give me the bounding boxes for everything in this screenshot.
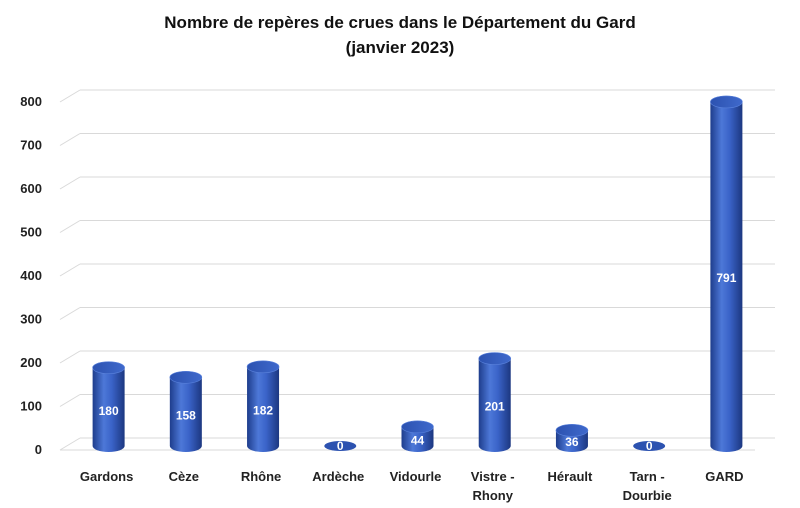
bar xyxy=(246,360,280,452)
bar-top xyxy=(710,95,743,109)
x-tick-label: Gardons xyxy=(80,469,133,484)
data-label: 0 xyxy=(646,439,653,453)
chart-title-line-1: Nombre de repères de crues dans le Dépar… xyxy=(164,13,636,32)
y-tick-label: 100 xyxy=(20,399,42,414)
gridline-depth xyxy=(59,89,81,103)
data-label: 158 xyxy=(176,409,196,423)
x-tick-label: Vidourle xyxy=(390,469,442,484)
bar-top xyxy=(169,370,203,384)
bar xyxy=(710,95,743,452)
bar xyxy=(324,441,357,451)
x-tick-label: Ardèche xyxy=(312,469,364,484)
x-tick-label: Cèze xyxy=(169,469,199,484)
bar-body xyxy=(401,426,434,452)
data-label: 791 xyxy=(716,271,736,285)
data-label: 44 xyxy=(411,433,425,447)
gridline-depth xyxy=(59,350,81,364)
bar-top xyxy=(324,441,357,451)
gridline-depth xyxy=(59,394,81,407)
bar xyxy=(555,424,589,452)
y-tick-label: 0 xyxy=(35,442,42,457)
x-axis: Gardons Cèze Rhône Ardèche Vidourle Vistre -R… xyxy=(80,469,744,503)
gridline-depth xyxy=(59,307,81,320)
bar-top xyxy=(401,420,434,434)
y-tick-label: 500 xyxy=(20,225,42,240)
gridline-depth xyxy=(59,176,81,190)
bar-body xyxy=(169,377,202,452)
data-label: 201 xyxy=(485,399,505,413)
bar-top xyxy=(246,360,280,374)
data-label: 36 xyxy=(565,435,579,449)
gridlines xyxy=(59,89,775,451)
x-tick-label: Hérault xyxy=(548,469,593,484)
gridline-depth xyxy=(59,220,81,233)
data-label: 180 xyxy=(99,404,119,418)
y-axis: 0 100 200 300 400 500 600 700 800 xyxy=(20,94,42,457)
x-tick-label: Tarn -Dourbie xyxy=(623,469,672,503)
x-tick-label: Vistre -Rhony xyxy=(471,469,515,503)
x-tick-label: GARD xyxy=(705,469,743,484)
data-label: 182 xyxy=(253,403,273,417)
bar-top xyxy=(478,352,512,365)
chart-title-line-2: (janvier 2023) xyxy=(345,38,455,57)
bar xyxy=(478,352,512,452)
bar xyxy=(633,441,666,451)
bar-body xyxy=(710,101,743,452)
y-tick-label: 700 xyxy=(20,138,42,153)
gridline-depth xyxy=(59,437,81,451)
data-labels: 180 158 182 0 44 201 36 0 791 xyxy=(99,271,737,453)
bar-body xyxy=(247,366,280,452)
bars xyxy=(92,95,743,452)
bar-body xyxy=(478,358,511,452)
bar xyxy=(401,420,434,452)
y-tick-label: 800 xyxy=(20,94,42,109)
y-tick-label: 300 xyxy=(20,312,42,327)
x-tick-label: Rhône xyxy=(241,469,281,484)
gridline-depth xyxy=(59,263,81,277)
bar-body xyxy=(92,367,125,452)
bar xyxy=(92,361,125,452)
bar-top xyxy=(92,361,125,375)
data-label: 0 xyxy=(337,439,344,453)
y-tick-label: 400 xyxy=(20,268,42,283)
y-tick-label: 600 xyxy=(20,181,42,196)
bar xyxy=(169,370,203,452)
bar-top xyxy=(633,441,666,451)
y-tick-label: 200 xyxy=(20,355,42,370)
chart-title: Nombre de repères de crues dans le Dépar… xyxy=(0,10,800,60)
bar-top xyxy=(555,424,589,437)
gridline-depth xyxy=(59,133,81,146)
